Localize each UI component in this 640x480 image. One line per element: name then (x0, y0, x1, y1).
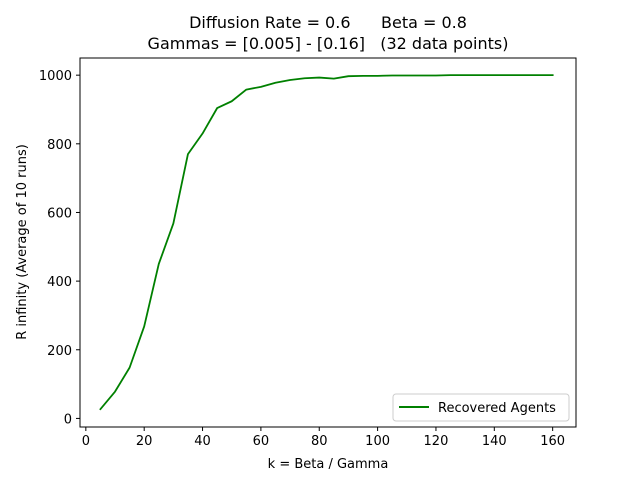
x-tick-label-60: 60 (253, 434, 270, 449)
plot-series (99, 74, 554, 411)
x-tick-label-120: 120 (424, 434, 449, 449)
x-tick-label-140: 140 (482, 434, 507, 449)
y-tick-label-800: 800 (47, 138, 72, 153)
legend-box (392, 393, 570, 422)
x-tick-label-0: 0 (82, 434, 90, 449)
x-axis-label: k = Beta / Gamma (268, 457, 389, 472)
x-tick-label-100: 100 (365, 434, 390, 449)
plot-frame (79, 57, 577, 428)
chart-title-line-1: Diffusion Rate = 0.6 Beta = 0.8 (189, 13, 467, 32)
legend-label-recovered-agents: Recovered Agents (438, 401, 556, 416)
x-tick-label-40: 40 (194, 434, 211, 449)
legend: Recovered Agents (392, 393, 570, 422)
x-tick-label-80: 80 (311, 434, 328, 449)
y-tick-label-0: 0 (64, 412, 72, 427)
chart-title-line-2: Gammas = [0.005] - [0.16] (32 data point… (148, 34, 509, 53)
y-axis-label: R infinity (Average of 10 runs) (15, 144, 30, 340)
y-tick-label-400: 400 (47, 275, 72, 290)
axis-ticks: 0 20 40 60 80 100 120 140 160 0 200 400 600 800 1000 (39, 69, 565, 449)
y-tick-label-1000: 1000 (39, 69, 72, 84)
y-tick-label-200: 200 (47, 344, 72, 359)
x-tick-label-20: 20 (136, 434, 153, 449)
x-tick-label-160: 160 (540, 434, 565, 449)
y-tick-label-600: 600 (47, 206, 72, 221)
series-line-0 (99, 74, 554, 411)
